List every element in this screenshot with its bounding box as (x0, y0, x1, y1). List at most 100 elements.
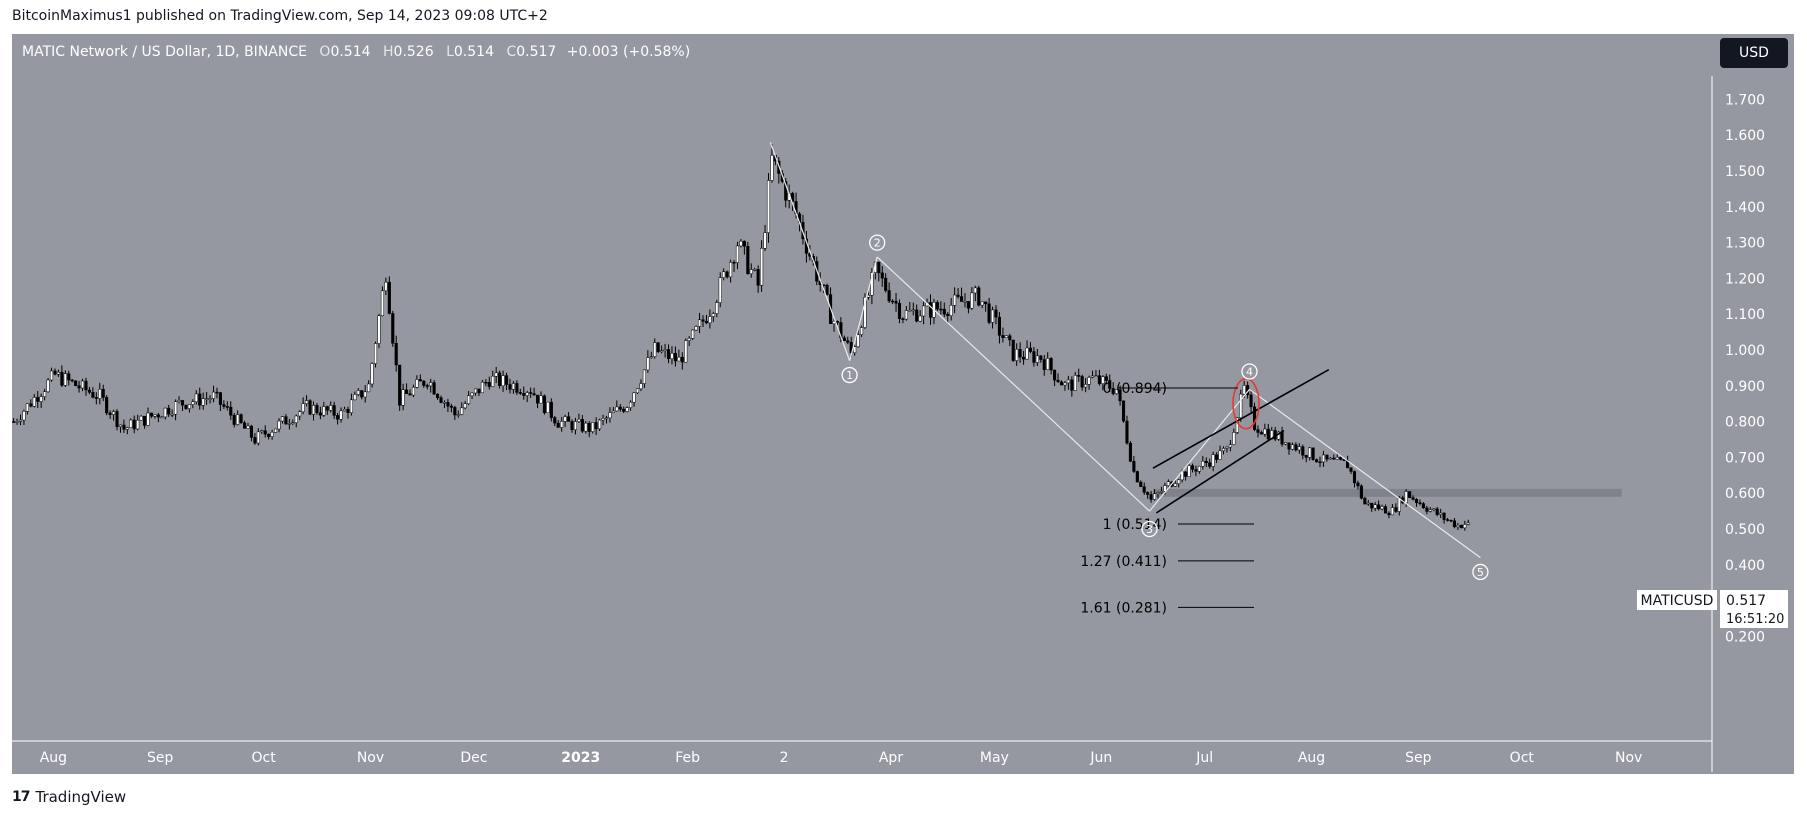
wave-path-segment (769, 142, 851, 361)
candle (749, 269, 753, 274)
footer-brand-text: TradingView (35, 788, 127, 806)
wave-label-2: 2 (874, 237, 881, 250)
candle (180, 400, 185, 406)
candle (1370, 502, 1374, 509)
candle (760, 248, 764, 286)
candle (911, 309, 915, 312)
candle (1173, 483, 1177, 487)
price-tick-label: 0.400 (1725, 558, 1765, 574)
candle (939, 308, 943, 311)
candle (549, 401, 553, 418)
price-tick-label: 0.700 (1725, 450, 1765, 466)
candle (246, 425, 250, 429)
candle (1063, 382, 1067, 386)
candle (560, 421, 564, 428)
candle (1028, 347, 1033, 352)
candle (1387, 512, 1391, 516)
candle (997, 316, 1001, 336)
currency-button[interactable]: USD (1720, 38, 1788, 68)
candle (1197, 466, 1201, 472)
candle (436, 393, 440, 398)
candle (1301, 446, 1305, 456)
candle (1304, 454, 1308, 458)
candle (491, 375, 495, 387)
candle (698, 319, 702, 327)
candle (470, 392, 474, 397)
candle (632, 392, 636, 403)
candle (370, 363, 374, 385)
candle (856, 334, 860, 347)
candle (1097, 375, 1101, 384)
candle (1315, 459, 1319, 463)
candle (835, 321, 839, 323)
candle (928, 302, 933, 318)
support-zone-layer (1152, 488, 1622, 497)
candle (1459, 524, 1463, 529)
footer-brand[interactable]: 17 TradingView (12, 788, 126, 806)
candle (1308, 447, 1312, 458)
candle (77, 385, 81, 389)
candle (563, 416, 567, 422)
candle (729, 262, 733, 278)
candle (994, 309, 998, 318)
candle (415, 379, 419, 388)
candle (594, 422, 598, 430)
wave-path-segment (849, 256, 878, 361)
candle (1080, 376, 1084, 388)
candle (694, 326, 698, 331)
candle (1339, 457, 1343, 460)
candle (408, 393, 412, 396)
candle (67, 373, 71, 381)
candle (1139, 481, 1143, 487)
candle (966, 301, 970, 309)
time-tick-label: 2023 (561, 750, 600, 766)
candle (1004, 335, 1008, 338)
candle (959, 296, 964, 302)
candle (897, 302, 902, 319)
candle (256, 431, 260, 444)
candle (953, 294, 957, 306)
candle (987, 303, 991, 323)
candle (1032, 351, 1036, 363)
candle (1077, 375, 1081, 377)
candle (956, 294, 960, 297)
candle (539, 395, 543, 404)
time-axis: Aug Sep Oct Nov Dec 2023 Feb 2 Apr May Jun Jul Aug Se… (40, 750, 1643, 766)
candle (580, 419, 584, 432)
candle (842, 337, 846, 341)
candle (280, 416, 285, 422)
candle (567, 416, 571, 422)
candle (1383, 506, 1388, 514)
candle (274, 428, 278, 433)
candle (108, 412, 112, 415)
candle (1359, 485, 1363, 499)
candle (1380, 506, 1384, 510)
candle (84, 380, 88, 391)
candle (453, 407, 457, 416)
candle (1373, 504, 1377, 509)
wave-label-circle (1241, 363, 1258, 380)
candle (149, 412, 154, 417)
time-tick-label: Feb (675, 750, 700, 766)
ascending-channel-layer (1152, 368, 1330, 514)
candle (908, 309, 912, 312)
wave-label-3: 3 (1146, 523, 1153, 536)
candle (1377, 504, 1381, 510)
candle (1001, 335, 1005, 338)
candle (1153, 493, 1157, 500)
candle (1421, 503, 1425, 509)
time-tick-label: 2 (780, 750, 789, 766)
candle (18, 419, 23, 422)
candle (253, 437, 257, 444)
close-value: 0.517 (516, 44, 557, 60)
candle (98, 388, 102, 399)
candle (1046, 358, 1050, 370)
fib-level-label: 0 (0.894) (1103, 381, 1167, 397)
price-axis: 1.700 1.600 1.500 1.400 1.300 1.200 1.100 1.000… (1725, 92, 1765, 645)
candle (22, 411, 26, 421)
candle (1325, 454, 1329, 460)
candle (87, 389, 91, 393)
high-value: 0.526 (393, 44, 434, 60)
candle (687, 338, 691, 341)
